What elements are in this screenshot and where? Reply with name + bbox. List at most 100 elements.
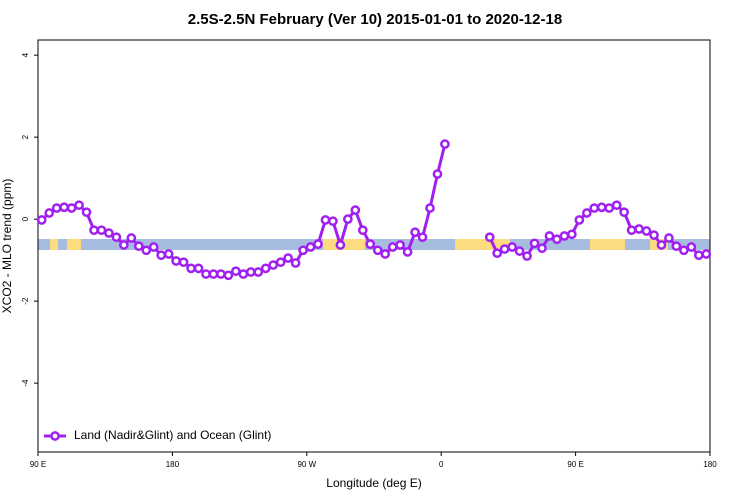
data-point bbox=[133, 241, 144, 252]
data-point bbox=[59, 202, 69, 213]
data-point bbox=[492, 248, 503, 259]
data-point bbox=[514, 246, 525, 256]
chart-title: 2.5S-2.5N February (Ver 10) 2015-01-01 t… bbox=[188, 11, 562, 28]
land-band bbox=[455, 239, 510, 250]
data-point bbox=[484, 232, 495, 243]
data-point bbox=[298, 245, 308, 256]
data-point bbox=[649, 230, 659, 240]
data-point bbox=[328, 216, 338, 227]
data-point bbox=[581, 208, 592, 218]
data-point bbox=[679, 245, 689, 256]
x-tick-label: 180 bbox=[166, 460, 180, 469]
data-point bbox=[193, 263, 204, 274]
data-point bbox=[141, 245, 152, 256]
data-point bbox=[231, 266, 241, 277]
data-point bbox=[66, 203, 77, 213]
data-point bbox=[111, 232, 122, 243]
data-point bbox=[44, 208, 55, 218]
data-point bbox=[119, 240, 129, 250]
data-point bbox=[425, 203, 435, 213]
data-point bbox=[701, 249, 712, 259]
x-tick-label: 90 E bbox=[30, 460, 46, 469]
data-point bbox=[387, 242, 398, 252]
data-point bbox=[208, 269, 219, 279]
data-point bbox=[664, 233, 674, 243]
x-tick-label: 90 E bbox=[567, 460, 583, 469]
y-tick-label: 2 bbox=[21, 134, 30, 139]
data-point bbox=[380, 249, 391, 259]
data-point bbox=[350, 205, 361, 215]
data-point bbox=[126, 233, 137, 243]
data-point bbox=[156, 250, 167, 261]
plot-frame bbox=[37, 39, 711, 453]
data-point bbox=[432, 169, 443, 179]
data-point bbox=[417, 232, 428, 243]
data-point bbox=[619, 207, 629, 218]
y-tick-label: -2 bbox=[21, 297, 30, 305]
data-point bbox=[313, 239, 323, 250]
data-point bbox=[596, 202, 607, 213]
data-point bbox=[372, 245, 383, 256]
data-point bbox=[320, 215, 331, 225]
data-point bbox=[357, 225, 368, 236]
data-point bbox=[74, 200, 84, 211]
land-band bbox=[67, 239, 81, 250]
data-point bbox=[537, 243, 547, 254]
data-point bbox=[96, 225, 107, 236]
y-tick-label: 0 bbox=[21, 216, 30, 221]
land-band bbox=[590, 239, 625, 250]
data-point bbox=[290, 258, 301, 268]
data-point bbox=[36, 215, 47, 225]
data-point bbox=[268, 260, 279, 270]
data-point bbox=[559, 231, 570, 241]
data-point bbox=[611, 200, 622, 211]
land-band bbox=[50, 239, 58, 250]
data-point bbox=[275, 257, 286, 268]
data-point bbox=[163, 249, 174, 259]
legend-marker bbox=[50, 431, 60, 441]
data-point bbox=[171, 256, 181, 266]
data-point bbox=[544, 231, 555, 241]
data-point bbox=[89, 225, 99, 236]
data-point bbox=[365, 239, 376, 250]
x-tick-label: 90 W bbox=[297, 460, 316, 469]
data-point bbox=[51, 203, 62, 213]
data-point bbox=[671, 241, 682, 252]
y-tick-label: -4 bbox=[21, 379, 30, 387]
data-point bbox=[253, 267, 264, 277]
data-point bbox=[81, 207, 92, 218]
data-point bbox=[499, 244, 510, 254]
x-tick-label: 180 bbox=[703, 460, 717, 469]
data-point bbox=[402, 247, 413, 257]
data-point bbox=[245, 267, 256, 277]
data-point bbox=[216, 269, 226, 279]
data-point bbox=[283, 253, 293, 263]
data-point bbox=[626, 225, 637, 236]
data-point bbox=[567, 229, 577, 240]
data-point bbox=[552, 234, 562, 245]
data-point bbox=[335, 240, 346, 250]
data-point bbox=[529, 238, 540, 249]
data-point bbox=[693, 250, 704, 261]
data-point bbox=[656, 240, 667, 250]
data-point bbox=[641, 226, 652, 236]
data-point bbox=[223, 270, 234, 281]
data-point bbox=[178, 257, 189, 268]
data-point bbox=[634, 224, 644, 234]
data-point bbox=[260, 263, 271, 274]
data-point bbox=[507, 242, 517, 252]
data-point bbox=[686, 242, 697, 252]
y-axis-label: XCO2 - MLO trend (ppm) bbox=[0, 179, 14, 314]
data-point bbox=[410, 227, 420, 238]
data-point bbox=[395, 240, 405, 250]
x-axis-label: Longitude (deg E) bbox=[326, 476, 421, 490]
data-point bbox=[522, 251, 532, 261]
data-point bbox=[238, 269, 249, 279]
data-point bbox=[604, 203, 615, 213]
x-tick-label: 0 bbox=[439, 460, 444, 469]
data-point bbox=[574, 215, 585, 225]
data-point bbox=[440, 139, 450, 149]
y-tick-label: 4 bbox=[21, 52, 30, 57]
data-point bbox=[305, 242, 316, 252]
